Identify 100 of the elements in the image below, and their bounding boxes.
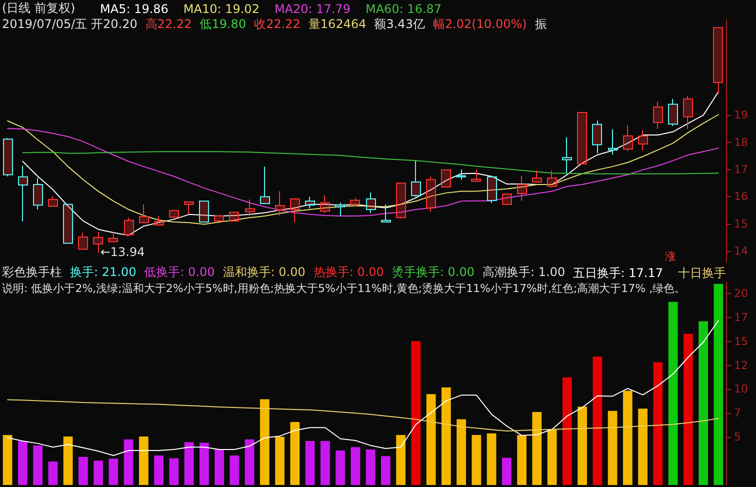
bar	[200, 442, 209, 485]
candlestick	[426, 176, 436, 212]
candlestick	[93, 232, 103, 254]
bar	[456, 419, 466, 485]
y-tick-label: 18	[734, 136, 748, 149]
bar	[305, 441, 315, 485]
candlestick	[108, 232, 118, 242]
bar	[486, 433, 496, 485]
candlestick	[154, 216, 164, 226]
annotation: 低19.80	[200, 17, 246, 31]
bar	[33, 445, 42, 485]
bar	[698, 321, 708, 485]
text: 换手: 21.00	[70, 265, 136, 279]
y-tick-label: 17	[734, 163, 748, 176]
text: 十日换手	[678, 266, 726, 280]
y-tick-label: 12	[734, 358, 748, 372]
candlestick	[18, 165, 28, 222]
y-tick-label: 14	[734, 244, 748, 258]
annotation: 额3.43亿	[374, 17, 425, 31]
candlestick	[139, 204, 149, 224]
candlestick	[320, 194, 330, 214]
bar	[108, 458, 118, 485]
candlestick	[229, 211, 239, 222]
bar	[623, 390, 632, 485]
bar	[214, 449, 224, 485]
bar	[502, 458, 512, 485]
candlestick	[260, 166, 270, 204]
candlestick	[532, 170, 542, 183]
y-tick-label: 10	[734, 382, 748, 396]
bar	[578, 406, 587, 485]
line-series	[7, 114, 719, 225]
candlestick	[668, 98, 678, 127]
annotation: 量162464	[308, 17, 366, 31]
bar	[139, 436, 148, 485]
candlestick	[638, 130, 648, 152]
y-tick-label: 15	[734, 334, 748, 348]
candlestick	[441, 169, 451, 188]
candlestick	[592, 120, 602, 154]
y-tick-label: 19	[734, 108, 748, 122]
bar	[442, 387, 451, 485]
annotation: 2019/07/05/五 开20.20	[2, 17, 138, 31]
candlestick	[562, 136, 572, 174]
text: 低换手: 0.00	[144, 265, 215, 279]
candlestick	[502, 194, 512, 205]
y-tick-label: 20	[734, 286, 748, 300]
candlestick	[713, 27, 723, 94]
candlestick	[381, 204, 391, 223]
y-tick-label: 15	[734, 217, 748, 230]
bar	[608, 410, 618, 485]
bar	[472, 435, 482, 485]
line-series	[22, 91, 719, 236]
text: 高潮换手: 1.00	[482, 265, 566, 279]
candlestick	[608, 128, 618, 156]
text: 五日换手: 17.17	[572, 266, 664, 280]
bar	[396, 435, 406, 485]
candlestick	[471, 169, 481, 182]
candlestick	[245, 198, 255, 217]
annotation: 振	[534, 17, 547, 31]
candlestick	[577, 112, 587, 164]
bar	[547, 429, 557, 485]
bar	[260, 399, 270, 485]
line-series	[7, 320, 719, 456]
bar	[668, 302, 678, 485]
bar	[517, 435, 526, 485]
bar	[411, 341, 421, 485]
y-tick-label: 7	[734, 406, 741, 420]
bar	[366, 449, 376, 485]
text: 温和换手: 0.00	[222, 265, 306, 279]
bar	[78, 456, 88, 485]
candlestick	[199, 200, 209, 223]
bar	[562, 377, 572, 485]
text: 烫手换手: 0.00	[392, 265, 475, 279]
bar	[592, 356, 602, 485]
text: MA10: 19.02	[183, 2, 260, 16]
candlestick	[350, 198, 360, 207]
chart-title: 彩色换手柱	[2, 265, 62, 279]
bar	[94, 460, 103, 485]
candlestick	[275, 190, 285, 216]
candlestick	[653, 101, 663, 130]
candlestick	[623, 124, 633, 152]
chart-title: (日线 前复权)	[2, 1, 76, 15]
candlestick	[33, 177, 43, 210]
candlestick	[517, 175, 527, 202]
y-tick-label: 17	[734, 310, 748, 324]
candlestick	[335, 202, 345, 217]
candlestick	[396, 182, 406, 219]
annotation: ←13.94	[100, 244, 145, 259]
y-tick-label: 5	[734, 430, 741, 444]
text: MA20: 17.79	[274, 2, 350, 16]
bar	[684, 334, 693, 485]
bar	[714, 284, 724, 485]
text: MA5: 19.86	[100, 2, 168, 16]
bar	[124, 439, 134, 485]
candlestick	[124, 217, 134, 236]
bar	[2, 435, 12, 485]
candlestick	[169, 209, 179, 218]
annotation: 幅2.02(10.00%)	[432, 17, 527, 31]
line-series	[7, 399, 719, 432]
line-series	[22, 151, 719, 174]
candlestick	[683, 96, 693, 130]
